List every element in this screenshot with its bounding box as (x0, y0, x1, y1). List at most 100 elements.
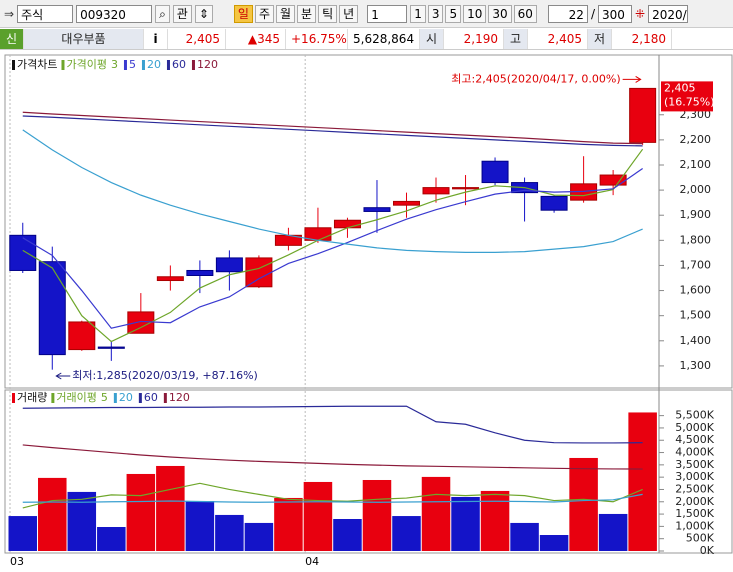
volume: 5,628,864 (348, 28, 420, 49)
period-button[interactable]: 틱 (318, 4, 338, 23)
legend-label: 120 (169, 391, 190, 404)
max-count[interactable]: 300 (598, 4, 632, 23)
change: ▲345 (226, 28, 286, 49)
y-tick-label: 1,900 (680, 208, 712, 221)
interval-button[interactable]: 30 (488, 4, 512, 23)
legend-label: 거래이평 (56, 391, 96, 404)
open: 2,190 (444, 28, 504, 49)
code-input[interactable]: 009320 (76, 4, 153, 23)
interval-select[interactable]: 1 (367, 4, 408, 23)
volume-bar (362, 479, 392, 551)
legend-swatch (51, 393, 55, 403)
interval-button[interactable]: 3 (427, 4, 444, 23)
y-tick-label: 3,000K (675, 470, 714, 483)
candle-body (38, 261, 66, 356)
period-button[interactable]: 주 (254, 4, 274, 23)
annotation-arrow (55, 372, 71, 380)
low-label: 저 (588, 28, 612, 49)
price: 2,405 (168, 28, 226, 49)
ma-line (22, 168, 643, 329)
y-tick-label: 4,500K (675, 433, 714, 446)
legend-label: 3 (111, 58, 118, 71)
ma-line (22, 493, 643, 503)
volume-bar (185, 501, 215, 551)
legend-label: 가격차트 (17, 58, 57, 71)
legend-swatch (113, 393, 117, 403)
search-button[interactable]: ⌕ (155, 4, 170, 23)
y-tick-label: 5,000K (675, 421, 714, 434)
interval-button[interactable]: 5 (445, 4, 462, 23)
volume-bar (333, 519, 362, 551)
interval-button[interactable]: 1 (410, 4, 426, 23)
low-annotation: 최저:1,285(2020/03/19, +87.16%) (72, 369, 258, 382)
candle-body (68, 321, 96, 351)
volume-bar (126, 473, 156, 551)
settings-icon[interactable]: ⁜ (635, 6, 646, 21)
ma-line (22, 129, 643, 253)
badge: 신 (0, 28, 24, 49)
info-icon[interactable]: i (144, 28, 168, 49)
legend-label: 20 (147, 58, 161, 71)
volume-bar (244, 522, 274, 551)
count-separator: / (590, 6, 595, 21)
volume-bar (8, 516, 38, 551)
candle-body (452, 187, 480, 190)
legend-swatch (163, 393, 167, 403)
period-button[interactable]: 월 (276, 4, 296, 23)
legend-label: 거래량 (17, 391, 47, 404)
y-tick-label: 1,500K (675, 507, 714, 520)
annotation-arrow (622, 75, 642, 83)
stock-name: 대우부품 (24, 28, 144, 49)
count-input[interactable]: 22 (547, 4, 588, 23)
volume-bar (421, 476, 451, 551)
x-tick-label: 03 (10, 555, 24, 568)
low: 2,180 (612, 28, 672, 49)
y-tick-label: 500K (686, 532, 715, 545)
legend-swatch (12, 60, 15, 70)
interval-buttons: 1 3 5 10 30 60 (410, 4, 537, 23)
ma-line (22, 405, 643, 444)
y-tick-label: 2,200 (680, 133, 712, 146)
legend-label: 60 (144, 391, 158, 404)
high-label: 고 (504, 28, 528, 49)
volume-bar (274, 497, 303, 551)
volume-bar (510, 522, 539, 551)
interval-button[interactable]: 60 (513, 4, 537, 23)
market-select[interactable]: 주식 (17, 4, 74, 23)
period-button[interactable]: 일 (233, 4, 253, 23)
legend-label: 60 (172, 58, 186, 71)
period-button[interactable]: 분 (297, 4, 317, 23)
nav-button[interactable]: ⇕ (194, 4, 213, 23)
y-tick-label: 2,000 (680, 183, 712, 196)
candle-body (186, 269, 214, 276)
watch-button[interactable]: 관 (172, 4, 192, 23)
high: 2,405 (528, 28, 588, 49)
chart: 03 04 1,300 1,400 1,500 1,600 1,700 1,800 1,900 2… (4, 54, 733, 568)
current-price-box (661, 81, 713, 112)
ma-line (22, 115, 643, 147)
volume-bar (598, 513, 628, 551)
y-tick-label: 1,800 (680, 233, 712, 246)
candle-body (156, 276, 184, 282)
volume-bar (628, 412, 657, 551)
menu-icon[interactable]: ⇒ (4, 6, 15, 21)
ma-line (22, 482, 643, 509)
legend-swatch (141, 60, 145, 70)
legend-swatch (123, 60, 127, 70)
y-tick-label: 2,100 (680, 158, 712, 171)
date-input[interactable]: 2020/ (648, 4, 689, 23)
y-tick-label: 1,700 (680, 258, 712, 271)
volume-bar (67, 491, 97, 551)
current-change-label: (16.75%) (664, 95, 715, 108)
candle-body (363, 207, 391, 212)
legend-label: 120 (197, 58, 218, 71)
y-tick-label: 1,600 (680, 284, 712, 297)
volume-bar (215, 514, 244, 551)
current-price-label: 2,405 (664, 81, 696, 94)
period-button[interactable]: 년 (339, 4, 359, 23)
legend-label: 20 (119, 391, 133, 404)
interval-button[interactable]: 10 (463, 4, 487, 23)
